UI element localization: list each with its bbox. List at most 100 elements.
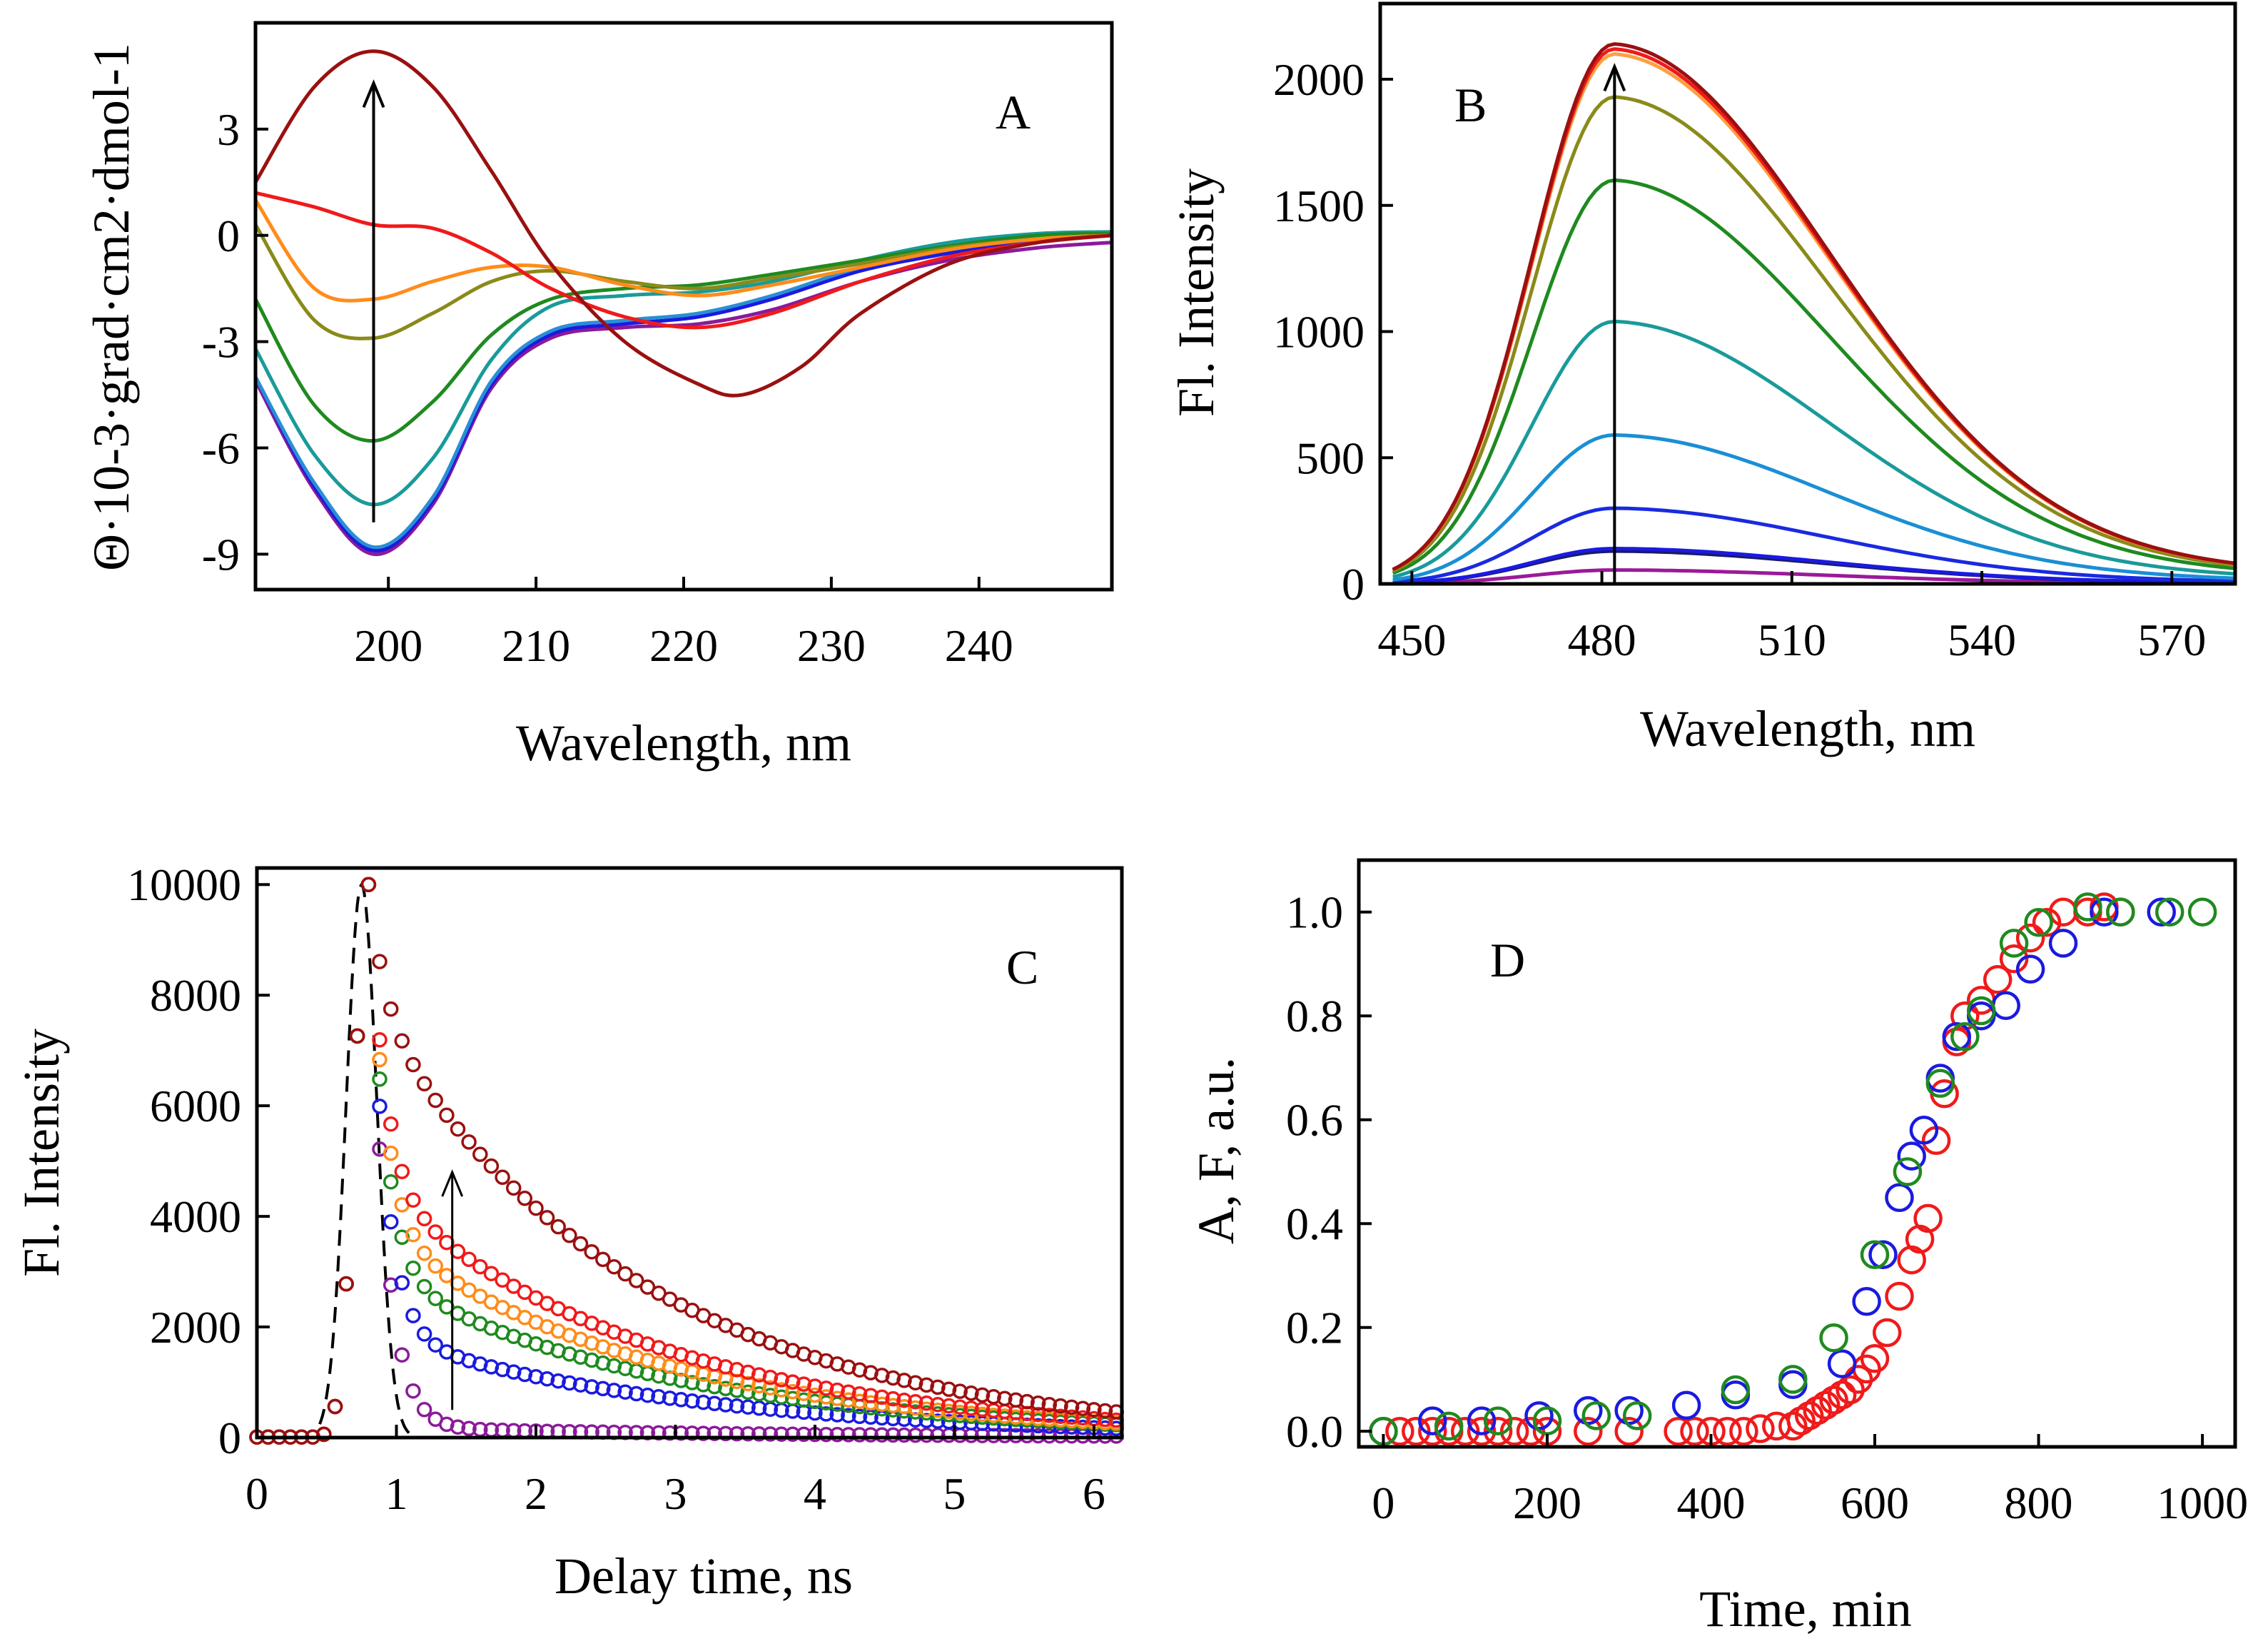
panel-c-point [874, 1389, 890, 1405]
panel-c-point [818, 1406, 834, 1422]
panel-d-point [1872, 1318, 1902, 1348]
panel-c-point [461, 1282, 477, 1298]
panel-c-ytick-label: 6000 [150, 1081, 241, 1131]
panel-d-series-red [1369, 892, 2135, 1446]
panel-c-point [617, 1266, 633, 1282]
panel-a: 200 210 220 230 240 -9 -6 -3 0 3 A Wavelength, n… [83, 21, 1114, 772]
panel-c-ytick-label: 8000 [150, 970, 241, 1021]
panel-c-point [405, 1260, 421, 1276]
panel-c-point [1053, 1408, 1068, 1424]
panel-c-point [416, 1246, 432, 1261]
panel-d-xlabel: Time, min [1699, 1580, 1911, 1637]
panel-c-point [952, 1399, 968, 1415]
panel-d-point [1811, 1390, 1841, 1420]
panel-d-point [1983, 965, 2013, 994]
panel-c-point [405, 1056, 421, 1073]
panel-c-point [338, 1276, 354, 1292]
panel-c-point [528, 1200, 544, 1216]
panel-c-point [550, 1373, 566, 1389]
panel-c-point [1086, 1402, 1102, 1418]
panel-c-point [383, 1116, 399, 1132]
panel-c-point [974, 1387, 991, 1403]
panel-c-point [1097, 1411, 1113, 1428]
panel-c-series-darkred [249, 877, 1124, 1445]
panel-d-point [2024, 908, 2053, 937]
panel-c-point [1097, 1403, 1113, 1419]
panel-c-point [651, 1389, 667, 1405]
panel-c-point [372, 954, 388, 969]
panel-b-ytick-label: 1500 [1273, 181, 1365, 231]
panel-c: 0 1 2 3 4 5 6 0 2000 4000 6000 8000 10000 C Delay t… [13, 859, 1124, 1605]
panel-b-curve-4 [1392, 433, 2236, 582]
panel-c-xlabel: Delay time, ns [555, 1548, 853, 1605]
panel-c-point [405, 1226, 421, 1243]
panel-b-curve-5 [1392, 319, 2236, 579]
panel-c-point [416, 1076, 432, 1092]
panel-c-ytick-label: 4000 [150, 1191, 241, 1242]
panel-c-point [628, 1385, 644, 1402]
panel-d-point [1516, 1416, 1546, 1446]
panel-d-point [2147, 897, 2176, 927]
panel-c-point [1063, 1409, 1080, 1425]
panel-b-ylabel: Fl. Intensity [1168, 168, 1225, 417]
panel-c-point [673, 1373, 689, 1388]
panel-d-point [1713, 1416, 1742, 1446]
panel-c-point [416, 1211, 432, 1227]
panel-c-point [841, 1408, 856, 1423]
panel-a-xtick-label: 240 [945, 620, 1013, 671]
panel-c-point [851, 1427, 868, 1443]
panel-d-point [1778, 1365, 1808, 1394]
panel-b-label: B [1454, 78, 1487, 132]
panel-d-point [1467, 1406, 1497, 1435]
panel-c-point [539, 1370, 555, 1387]
panel-a-ytick-label: 3 [217, 104, 240, 155]
panel-d-point [1418, 1416, 1447, 1446]
panel-d-point [1418, 1406, 1447, 1435]
panel-c-point [774, 1382, 789, 1398]
panel-d-point [1794, 1401, 1824, 1430]
panel-c-point [986, 1389, 1001, 1405]
panel-c-point [372, 1071, 388, 1087]
panel-c-point [707, 1425, 722, 1441]
panel-c-point [639, 1279, 656, 1295]
panel-c-xtick-label: 4 [804, 1468, 826, 1519]
panel-d-point [1483, 1406, 1513, 1435]
panel-d-point [1860, 1240, 1890, 1270]
panel-a-xtick-label: 230 [797, 620, 866, 671]
panel-d-ytick-label: 0.4 [1286, 1198, 1343, 1249]
panel-c-point [718, 1425, 734, 1442]
panel-c-ytick-label: 0 [218, 1413, 241, 1463]
panel-c-point [774, 1426, 789, 1442]
panel-d-point [1942, 1022, 1972, 1051]
panel-c-point [439, 1107, 455, 1124]
panel-c-point [930, 1428, 946, 1443]
panel-d-point [1803, 1395, 1832, 1425]
panel-c-point [930, 1379, 946, 1395]
panel-c-xtick-label: 1 [385, 1468, 407, 1519]
panel-c-point [550, 1218, 566, 1235]
panel-c-point [483, 1266, 500, 1281]
panel-d-ytick-label: 0.2 [1286, 1303, 1343, 1353]
panel-a-curve-red [255, 191, 1113, 330]
panel-d-point [1402, 1416, 1431, 1446]
panel-d-point [1827, 1380, 1857, 1410]
panel-c-point [695, 1377, 712, 1393]
panel-c-point [784, 1426, 801, 1443]
panel-c-point [416, 1278, 432, 1295]
panel-d-point [1721, 1375, 1751, 1405]
panel-d-point [2187, 897, 2217, 927]
panel-c-point [416, 1402, 432, 1418]
panel-d-point [1499, 1416, 1529, 1446]
panel-c-xtick-label: 0 [245, 1468, 268, 1519]
panel-c-point [762, 1380, 779, 1395]
panel-b-frame [1378, 1, 2237, 586]
panel-c-point [617, 1384, 633, 1400]
panel-b-curve-10 [1392, 42, 2236, 572]
panel-d-point [1885, 1281, 1914, 1311]
panel-d-point [1614, 1395, 1644, 1425]
panel-d-point [1574, 1416, 1603, 1446]
panel-c-point [394, 1347, 410, 1363]
panel-c-point [495, 1169, 510, 1186]
panel-c-point [829, 1407, 845, 1423]
